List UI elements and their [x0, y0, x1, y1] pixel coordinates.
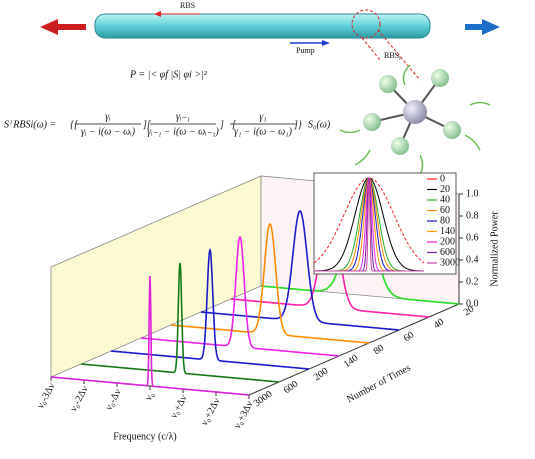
- legend-label: 200: [440, 236, 455, 247]
- arrow-right: [465, 19, 500, 35]
- x-tick-label: ν₀: [143, 390, 157, 403]
- x-tick-label: ν₀+2Δν: [199, 396, 223, 428]
- fiber: [94, 13, 431, 39]
- equation-2: Sⁱ RBSi(ω) = {[ ][ ] [ ]} γᵢ γᵢ − i(ω − ω…: [4, 111, 331, 137]
- y-tick-label: 0.0: [466, 298, 479, 309]
- y-tick-label: 0.4: [466, 254, 479, 265]
- x-tick-label: ν₀+Δν: [168, 393, 189, 420]
- fraction-numerator: γ₁: [259, 111, 266, 122]
- atom: [431, 69, 449, 87]
- z-tick-label: 40: [432, 317, 447, 332]
- rbs-i-label: RBSi: [384, 51, 401, 63]
- x-tick-label: ν₀-2Δν: [68, 384, 91, 414]
- legend-label: 600: [440, 247, 455, 258]
- zoom-circle: [351, 9, 381, 39]
- equation-1: P = |< φf |S| φi >|²: [129, 69, 208, 80]
- legend-label: 20: [440, 184, 450, 195]
- atom: [443, 121, 461, 139]
- equation-rhs: S₀(ω): [308, 119, 331, 130]
- bracket: ]: [219, 119, 224, 130]
- equation-lhs: Sⁱ RBSi(ω) =: [4, 119, 56, 130]
- y-tick-label: 0.2: [466, 276, 479, 287]
- fraction-denominator: γᵢ − i(ω − ωᵢ): [81, 126, 136, 137]
- rbs-i-sub: i: [399, 56, 401, 62]
- x-tick-label: ν₀+3Δν: [232, 399, 256, 431]
- x-tick-label: ν₀-3Δν: [35, 381, 58, 411]
- bracket: ]}: [293, 119, 302, 130]
- atom: [379, 75, 397, 93]
- legend-label: 140: [440, 226, 455, 237]
- legend-label: 40: [440, 194, 450, 205]
- atom: [391, 137, 409, 155]
- rbs-label: RBS: [180, 1, 195, 10]
- y-tick-label: 1.0: [466, 188, 479, 199]
- bracket: {[: [70, 119, 79, 130]
- molecule: [339, 64, 491, 176]
- x-tick-label: ν₀-Δν: [103, 387, 123, 412]
- molecule-waves: [339, 64, 491, 176]
- series-curve: [111, 247, 309, 370]
- y-tick-label: 0.8: [466, 210, 479, 221]
- rbs-arrow-head: [154, 11, 161, 17]
- y-tick-label: 0.6: [466, 232, 479, 243]
- fraction-numerator: γᵢ: [105, 111, 111, 122]
- zoom-lines: [361, 29, 421, 81]
- z-axis: [248, 303, 460, 396]
- fraction-numerator: γᵢ₋₁: [176, 111, 190, 122]
- inset-curve: [314, 177, 424, 272]
- series-curve: [81, 262, 279, 383]
- pump-arrow-head: [322, 40, 330, 46]
- atom: [363, 113, 381, 131]
- legend-label: 60: [440, 205, 450, 216]
- x-axis-title: Frequency (c/λ): [113, 431, 176, 442]
- legend-label: 0: [440, 173, 445, 184]
- z-tick-label: 60: [402, 330, 417, 345]
- fiber-diagram: RBS Pump RBSi: [40, 1, 500, 176]
- pump-label: Pump: [296, 46, 315, 55]
- legend-label: 3000: [440, 257, 460, 268]
- z-axis-title: Number of Times: [345, 362, 413, 405]
- inset-curve: [313, 177, 425, 264]
- fraction-denominator: γᵢ₋₁ − i(ω − ωᵢ₋₁): [147, 126, 219, 137]
- z-tick-label: 140: [342, 353, 361, 371]
- bracket: [: [232, 119, 237, 130]
- z-tick-label: 200: [312, 366, 331, 384]
- series-curve: [51, 275, 249, 396]
- core-atom: [403, 100, 427, 124]
- z-tick-label: 600: [282, 379, 301, 397]
- fraction-denominator: γ₁ − i(ω − ω₁): [234, 126, 293, 137]
- arrow-left: [40, 19, 86, 35]
- series-curve: [141, 235, 339, 357]
- bracket: ][: [142, 119, 152, 130]
- side-wall: [50, 175, 262, 378]
- legend-label: 80: [440, 215, 450, 226]
- series-curve: [171, 223, 369, 344]
- z-tick-label: 80: [372, 343, 387, 358]
- y-axis-title: Normalized Power: [489, 211, 500, 287]
- rbs-i-main: RBS: [384, 51, 399, 60]
